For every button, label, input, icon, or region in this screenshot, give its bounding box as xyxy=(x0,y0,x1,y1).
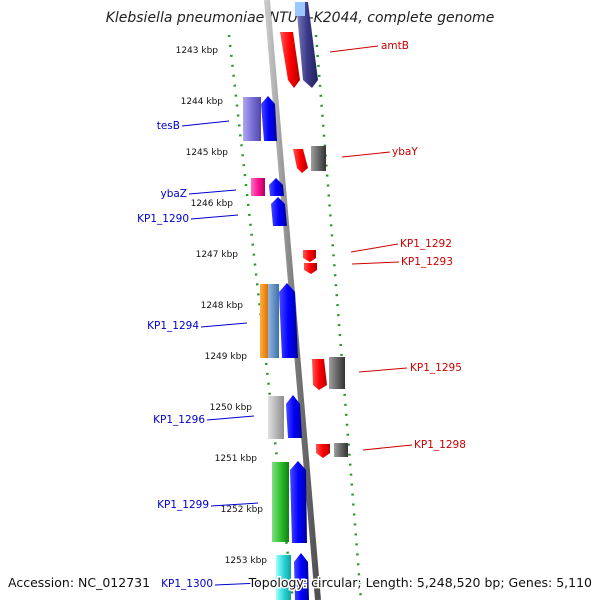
gene-label: ybaZ xyxy=(160,188,187,200)
gene-label: KP1_1293 xyxy=(401,256,453,268)
ruler-guide-right xyxy=(314,34,363,600)
gene-label: KP1_1292 xyxy=(400,238,452,250)
gene-feature xyxy=(261,96,277,141)
ruler-tick-label: 1252 kbp xyxy=(221,505,264,515)
gene-feature xyxy=(286,395,302,438)
gene-ybaY[interactable]: ybaY xyxy=(293,146,418,173)
gene-KP1_1296[interactable]: KP1_1296 xyxy=(153,395,302,439)
label-leader xyxy=(351,261,400,265)
gene-feature xyxy=(316,444,330,458)
genome-summary-text: Topology: circular; Length: 5,248,520 bp… xyxy=(248,575,592,590)
gene-feature xyxy=(251,178,265,196)
gene-feature xyxy=(276,555,291,600)
gene-label: ybaY xyxy=(392,146,418,158)
gene-feature xyxy=(329,357,345,389)
ruler-tick-label: 1243 kbp xyxy=(176,46,219,56)
ruler: 1243 kbp 1244 kbp 1245 kbp 1246 kbp 1247… xyxy=(176,46,268,566)
gene-feature xyxy=(290,461,307,543)
gene-KP1_1298[interactable]: KP1_1298 xyxy=(316,439,466,458)
ruler-tick-label: 1249 kbp xyxy=(205,352,248,362)
label-leader xyxy=(341,151,391,158)
gene-feature xyxy=(260,284,268,358)
gene-label: KP1_1299 xyxy=(157,499,209,511)
label-leader xyxy=(190,214,239,220)
gene-label: KP1_1294 xyxy=(147,320,199,332)
label-leader xyxy=(214,582,263,586)
gene-KP1_1292[interactable]: KP1_1292 xyxy=(303,238,452,262)
ruler-tick-label: 1250 kbp xyxy=(210,403,253,413)
gene-tesB[interactable]: tesB xyxy=(157,96,277,141)
label-leader xyxy=(200,322,248,328)
label-leader xyxy=(181,120,230,127)
gene-feature xyxy=(280,32,300,88)
label-leader xyxy=(210,502,259,507)
ruler-tick-label: 1247 kbp xyxy=(196,250,239,260)
label-leader xyxy=(362,444,413,451)
gene-feature xyxy=(268,284,279,358)
ruler-tick-label: 1244 kbp xyxy=(181,97,224,107)
gene-feature xyxy=(303,250,316,262)
ruler-tick-label: 1246 kbp xyxy=(191,199,234,209)
gene-KP1_1299[interactable]: KP1_1299 xyxy=(157,461,307,543)
gene-amtB[interactable]: amtB xyxy=(280,2,409,88)
gene-feature xyxy=(294,553,309,600)
gene-label: KP1_1295 xyxy=(410,362,462,374)
gene-feature xyxy=(296,2,318,88)
gene-label: KP1_1290 xyxy=(137,213,189,225)
gene-label: KP1_1300 xyxy=(161,578,213,590)
ruler-tick-label: 1251 kbp xyxy=(215,454,258,464)
gene-feature xyxy=(334,443,348,457)
label-leader xyxy=(329,45,379,53)
gene-KP1_1290[interactable]: KP1_1290 xyxy=(137,197,287,226)
label-leader xyxy=(188,189,237,195)
gene-KP1_1300[interactable]: KP1_1300 xyxy=(161,553,309,600)
gene-feature xyxy=(311,146,326,171)
gene-feature xyxy=(271,197,287,226)
gene-feature xyxy=(295,2,305,16)
ruler-tick-label: 1248 kbp xyxy=(201,301,244,311)
label-leader xyxy=(358,367,408,373)
label-leader xyxy=(206,415,255,421)
gene-feature xyxy=(268,396,284,439)
gene-KP1_1293[interactable]: KP1_1293 xyxy=(304,256,453,274)
ruler-tick-label: 1245 kbp xyxy=(186,148,229,158)
accession-text: Accession: NC_012731 xyxy=(8,575,150,590)
ruler-tick-label: 1253 kbp xyxy=(225,556,268,566)
gene-feature xyxy=(269,178,284,196)
gene-feature xyxy=(293,149,308,173)
gene-feature xyxy=(304,263,317,274)
gene-label: KP1_1298 xyxy=(414,439,466,451)
gene-feature xyxy=(312,359,327,390)
label-leader xyxy=(350,243,399,253)
gene-label: KP1_1296 xyxy=(153,414,205,426)
gene-label: amtB xyxy=(381,40,409,52)
gene-feature xyxy=(279,283,298,358)
gene-ybaZ[interactable]: ybaZ xyxy=(160,178,284,200)
gene-feature xyxy=(272,462,289,542)
gene-feature xyxy=(243,97,261,141)
gene-label: tesB xyxy=(157,120,180,132)
gene-KP1_1295[interactable]: KP1_1295 xyxy=(312,357,462,390)
gene-KP1_1294[interactable]: KP1_1294 xyxy=(147,283,298,358)
